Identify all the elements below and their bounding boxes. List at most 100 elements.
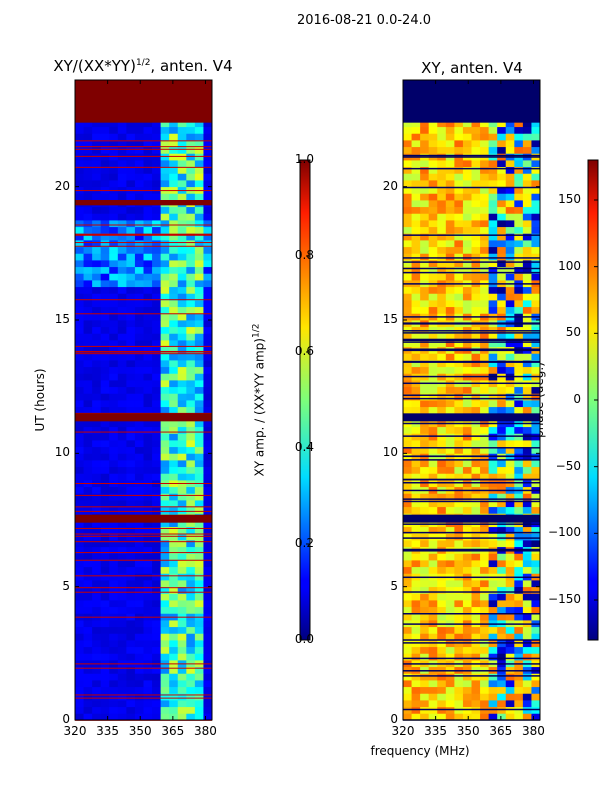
phase-cell	[403, 233, 412, 241]
phase-cell	[480, 680, 490, 688]
phase-cell	[471, 246, 481, 254]
phase-cell	[403, 700, 412, 708]
phase-cell	[471, 606, 481, 614]
phase-cell	[497, 266, 507, 274]
phase-cell	[522, 340, 532, 348]
phase-cell	[488, 713, 498, 721]
amplitude-cell	[126, 460, 136, 468]
amplitude-cell	[160, 520, 170, 528]
phase-cell	[437, 393, 447, 401]
phase-cell	[420, 693, 430, 701]
amplitude-cell	[83, 566, 93, 574]
phase-cell	[454, 133, 464, 141]
amplitude-cell	[100, 573, 110, 581]
phase-cell	[488, 533, 498, 541]
phase-cell	[514, 560, 524, 568]
amplitude-cell	[203, 173, 213, 181]
phase-cell	[505, 500, 515, 508]
amplitude-cell	[152, 506, 162, 514]
amplitude-cell	[83, 693, 93, 701]
amplitude-cell	[134, 146, 144, 154]
amplitude-streak	[75, 242, 212, 244]
amplitude-cell	[126, 440, 136, 448]
amplitude-cell	[186, 353, 196, 361]
amplitude-cell	[134, 620, 144, 628]
phase-cell	[480, 580, 490, 588]
phase-cell	[428, 553, 438, 561]
amplitude-cell	[117, 220, 127, 228]
amplitude-cell	[186, 666, 196, 674]
phase-cell	[471, 506, 481, 514]
amplitude-cell	[134, 700, 144, 708]
colorbar2-tick-label: 150	[558, 192, 581, 206]
phase-cell	[411, 653, 421, 661]
amplitude-cell	[109, 233, 119, 241]
amplitude-cell	[134, 206, 144, 214]
phase-cell	[462, 626, 472, 634]
amplitude-cell	[100, 453, 110, 461]
amplitude-cell	[169, 346, 179, 354]
phase-cell	[462, 606, 472, 614]
phase-cell	[471, 686, 481, 694]
amplitude-cell	[169, 180, 179, 188]
amplitude-cell	[134, 326, 144, 334]
amplitude-cell	[169, 713, 179, 721]
phase-cell	[514, 286, 524, 294]
amplitude-cell	[100, 600, 110, 608]
phase-cell	[471, 553, 481, 561]
amplitude-cell	[75, 673, 84, 681]
phase-cell	[437, 260, 447, 268]
phase-cell	[462, 560, 472, 568]
phase-cell	[454, 653, 464, 661]
amplitude-cell	[143, 600, 153, 608]
amplitude-cell	[92, 306, 102, 314]
phase-cell	[505, 446, 515, 454]
phase-cell	[480, 206, 490, 214]
amplitude-cell	[177, 253, 187, 261]
amplitude-cell	[75, 600, 84, 608]
phase-cell	[488, 200, 498, 208]
phase-cell	[531, 246, 541, 254]
phase-cell	[411, 700, 421, 708]
phase-cell	[411, 273, 421, 281]
amplitude-cell	[75, 320, 84, 328]
phase-cell	[488, 333, 498, 341]
amplitude-cell	[152, 426, 162, 434]
amplitude-cell	[75, 166, 84, 174]
phase-cell	[514, 300, 524, 308]
phase-cell	[437, 586, 447, 594]
amplitude-cell	[100, 686, 110, 694]
phase-cell	[428, 493, 438, 501]
amplitude-cell	[152, 213, 162, 221]
amplitude-cell	[143, 573, 153, 581]
amplitude-cell	[194, 346, 204, 354]
amplitude-cell	[126, 380, 136, 388]
phase-cell	[522, 186, 532, 194]
phase-cell	[514, 200, 524, 208]
phase-cell	[514, 253, 524, 261]
amplitude-cell	[100, 646, 110, 654]
amplitude-cell	[143, 453, 153, 461]
phase-streak	[403, 283, 540, 285]
amplitude-cell	[169, 573, 179, 581]
amplitude-cell	[160, 486, 170, 494]
amplitude-cell	[177, 260, 187, 268]
amplitude-cell	[194, 640, 204, 648]
phase-cell	[462, 133, 472, 141]
phase-cell	[428, 213, 438, 221]
amplitude-cell	[75, 306, 84, 314]
phase-cell	[437, 600, 447, 608]
phase-cell	[480, 133, 490, 141]
amplitude-cell	[186, 366, 196, 374]
phase-cell	[411, 260, 421, 268]
amplitude-cell	[100, 560, 110, 568]
phase-streak	[403, 382, 540, 385]
amplitude-cell	[160, 326, 170, 334]
amplitude-cell	[83, 380, 93, 388]
phase-cell	[437, 686, 447, 694]
phase-cell	[428, 633, 438, 641]
amplitude-cell	[169, 453, 179, 461]
phase-cell	[403, 626, 412, 634]
amplitude-cell	[169, 300, 179, 308]
phase-cell	[420, 386, 430, 394]
